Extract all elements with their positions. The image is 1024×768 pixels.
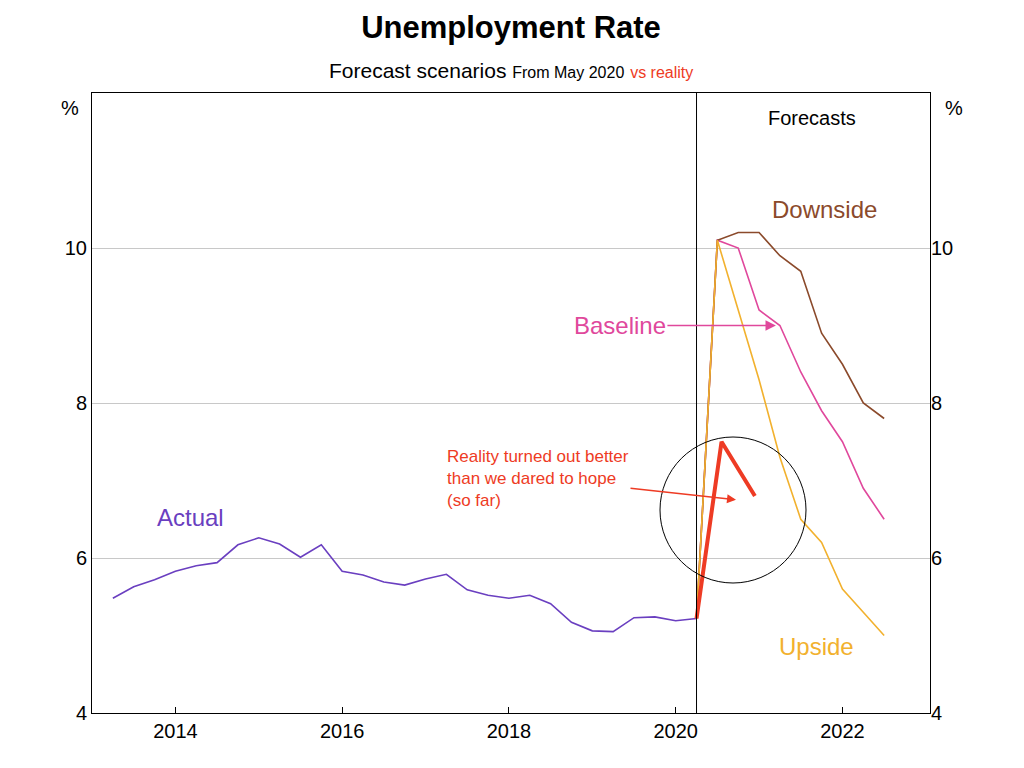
svg-text:10: 10 <box>65 237 87 259</box>
svg-text:2014: 2014 <box>153 720 198 742</box>
svg-text:Forecasts: Forecasts <box>768 107 856 129</box>
svg-text:2020: 2020 <box>653 720 698 742</box>
svg-text:Forecast scenarios From May 20: Forecast scenarios From May 2020 vs real… <box>329 59 693 82</box>
svg-text:Upside: Upside <box>779 633 854 660</box>
svg-text:Reality turned out betterthan: Reality turned out betterthan we dared t… <box>447 447 629 510</box>
svg-text:Unemployment Rate: Unemployment Rate <box>361 10 661 45</box>
svg-text:2018: 2018 <box>487 720 532 742</box>
svg-text:%: % <box>61 97 79 119</box>
svg-text:%: % <box>945 97 963 119</box>
svg-text:4: 4 <box>931 702 942 724</box>
svg-text:10: 10 <box>931 237 953 259</box>
svg-text:2022: 2022 <box>820 720 865 742</box>
svg-text:8: 8 <box>931 392 942 414</box>
svg-text:Baseline: Baseline <box>574 312 666 339</box>
svg-text:2016: 2016 <box>320 720 365 742</box>
svg-text:4: 4 <box>76 702 87 724</box>
svg-text:Actual: Actual <box>157 504 224 531</box>
svg-text:8: 8 <box>76 392 87 414</box>
svg-text:6: 6 <box>76 547 87 569</box>
svg-text:6: 6 <box>931 547 942 569</box>
svg-text:Downside: Downside <box>772 196 877 223</box>
